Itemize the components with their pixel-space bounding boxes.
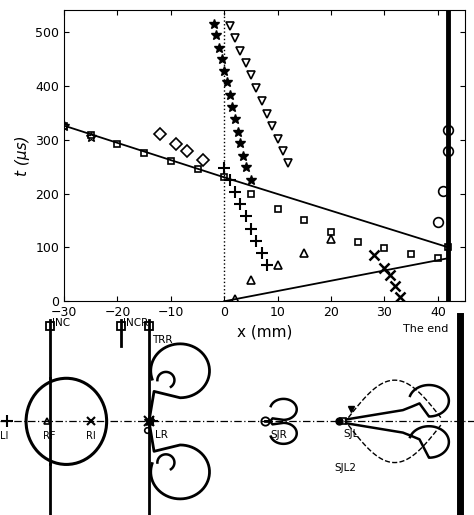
Text: INC: INC <box>52 318 70 329</box>
Text: LI: LI <box>0 431 9 441</box>
Text: SJR: SJR <box>270 430 287 440</box>
Y-axis label: t (μs): t (μs) <box>15 135 29 176</box>
Text: LR: LR <box>155 430 168 440</box>
Text: RI: RI <box>86 431 96 441</box>
Text: SJL: SJL <box>344 429 359 439</box>
Text: The end: The end <box>403 324 448 334</box>
Text: TRR: TRR <box>152 335 172 345</box>
X-axis label: x (mm): x (mm) <box>237 324 292 340</box>
Text: RF: RF <box>43 431 55 441</box>
Text: INCR: INCR <box>123 318 148 329</box>
Text: SJL2: SJL2 <box>334 462 356 473</box>
